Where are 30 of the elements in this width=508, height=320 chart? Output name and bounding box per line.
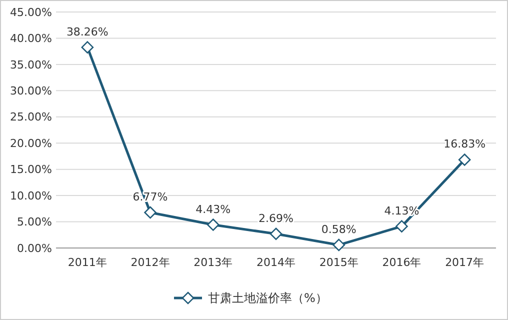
x-tick-label: 2017年	[445, 256, 484, 269]
x-tick-label: 2014年	[256, 256, 296, 269]
legend-label: 甘肃土地溢价率（%）	[208, 291, 328, 306]
y-tick-label: 15.00%	[10, 163, 52, 176]
x-tick-label: 2016年	[382, 256, 422, 269]
y-tick-label: 25.00%	[10, 110, 52, 124]
y-tick-label: 5.00%	[17, 216, 52, 229]
y-tick-label: 0.00%	[17, 242, 52, 255]
data-label: 4.43%	[196, 202, 231, 216]
y-tick-label: 40.00%	[10, 32, 52, 46]
data-label: 16.83%	[444, 138, 486, 151]
point	[458, 154, 471, 166]
y-tick-label: 10.00%	[10, 189, 52, 202]
y-tick-label: 35.00%	[10, 58, 52, 72]
x-tick-label: 2012年	[130, 256, 170, 269]
data-label: 2.69%	[258, 212, 294, 225]
point	[332, 238, 346, 252]
point	[206, 218, 220, 231]
x-tick-label: 2011年	[68, 256, 107, 269]
data-label: 0.58%	[321, 222, 356, 236]
y-tick-label: 45.00%	[10, 6, 52, 19]
y-tick-label: 30.00%	[10, 84, 52, 98]
point	[270, 228, 282, 240]
x-tick-label: 2013年	[194, 256, 233, 269]
y-tick-label: 20.00%	[10, 136, 52, 150]
point	[144, 206, 156, 219]
point	[81, 41, 94, 54]
x-tick-label: 2015年	[319, 256, 358, 269]
point	[396, 220, 408, 232]
data-label: 38.26%	[66, 25, 108, 38]
